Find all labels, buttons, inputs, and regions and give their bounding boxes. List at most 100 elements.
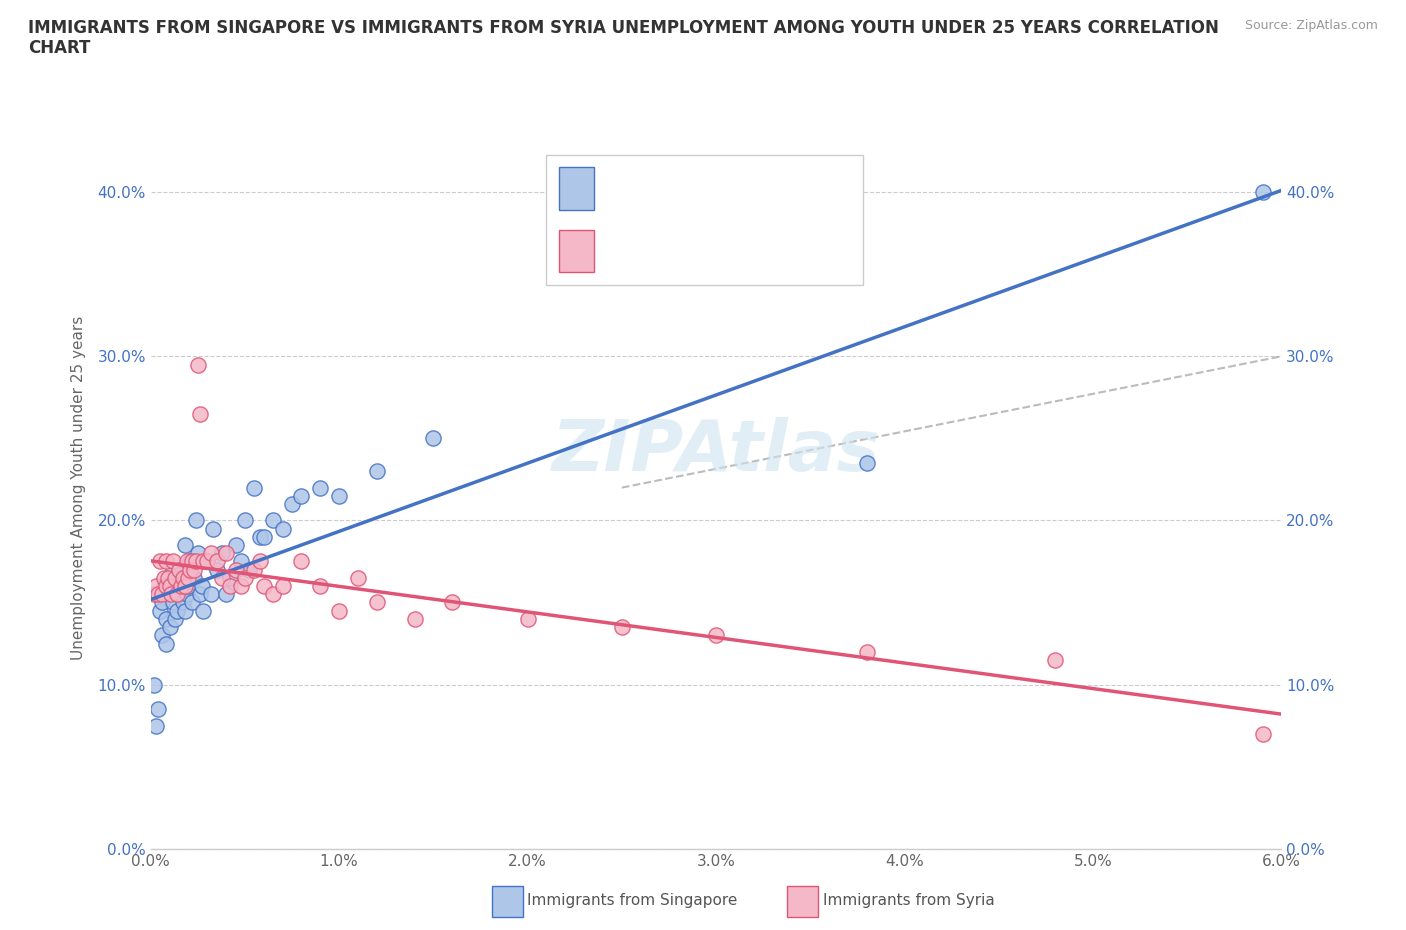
Point [183,563,205,578]
Point [172,595,194,610]
Point [170,570,193,585]
Point [179,554,201,569]
Point [856,456,879,471]
Point [149,554,172,569]
Point [190,578,212,593]
Point [309,578,332,593]
Point [167,563,190,578]
Point [150,595,173,610]
Point [328,604,350,618]
Point [290,488,312,503]
Point [155,554,177,569]
Point [143,587,166,602]
Point [148,587,170,602]
Point [162,563,184,578]
Point [205,563,228,578]
Point [165,570,187,585]
Point [225,538,247,552]
Point [704,628,727,643]
Point [172,570,194,585]
Point [243,480,266,495]
Point [215,546,238,561]
Point [1251,185,1274,200]
Point [225,563,247,578]
Point [170,578,193,593]
Y-axis label: Unemployment Among Youth under 25 years: Unemployment Among Youth under 25 years [72,315,86,659]
Point [271,521,294,536]
Point [187,357,209,372]
Point [177,578,200,593]
Point [184,554,207,569]
Point [1251,726,1274,741]
Point [176,554,198,569]
Point [233,570,256,585]
Point [238,563,260,578]
Point [253,578,276,593]
Point [218,570,240,585]
Point [148,702,170,717]
Point [328,488,350,503]
Point [516,611,538,626]
Point [249,554,271,569]
Point [167,587,190,602]
Point [176,587,198,602]
Point [422,431,444,445]
Point [309,480,332,495]
Point [167,578,190,593]
Point [162,554,184,569]
Point [187,546,209,561]
Point [281,497,304,512]
Point [218,578,240,593]
Point [856,644,879,659]
Point [231,554,253,569]
Point [243,563,266,578]
Point [441,595,464,610]
Text: ZIPAtlas: ZIPAtlas [551,417,880,486]
Point [271,578,294,593]
Point [249,529,271,544]
Point [610,619,633,634]
Point [215,587,238,602]
Point [366,464,388,479]
Point [160,587,183,602]
Point [193,604,215,618]
Point [173,604,195,618]
Point [181,595,204,610]
Point [201,521,224,536]
Point [143,677,166,692]
Point [347,570,370,585]
Point [155,578,177,593]
Point [184,513,207,528]
Point [145,718,167,733]
Point [160,578,183,593]
Point [195,554,218,569]
Point [173,538,195,552]
Point [179,563,201,578]
Point [162,595,184,610]
Point [262,513,284,528]
Text: Source: ZipAtlas.com: Source: ZipAtlas.com [1244,19,1378,32]
Point [366,595,388,610]
Point [155,611,177,626]
Point [177,570,200,585]
Point [211,546,233,561]
Point [159,619,181,634]
Point [181,554,204,569]
Point [290,554,312,569]
Point [205,554,228,569]
Point [200,546,222,561]
Point [165,611,187,626]
Point [153,578,176,593]
Point [156,570,179,585]
Point [156,587,179,602]
Text: Immigrants from Singapore: Immigrants from Singapore [527,893,738,908]
Point [253,529,276,544]
Point [193,554,215,569]
Point [153,570,176,585]
Point [183,570,205,585]
Point [233,513,256,528]
Point [145,578,167,593]
Point [231,578,253,593]
Point [262,587,284,602]
Point [173,578,195,593]
